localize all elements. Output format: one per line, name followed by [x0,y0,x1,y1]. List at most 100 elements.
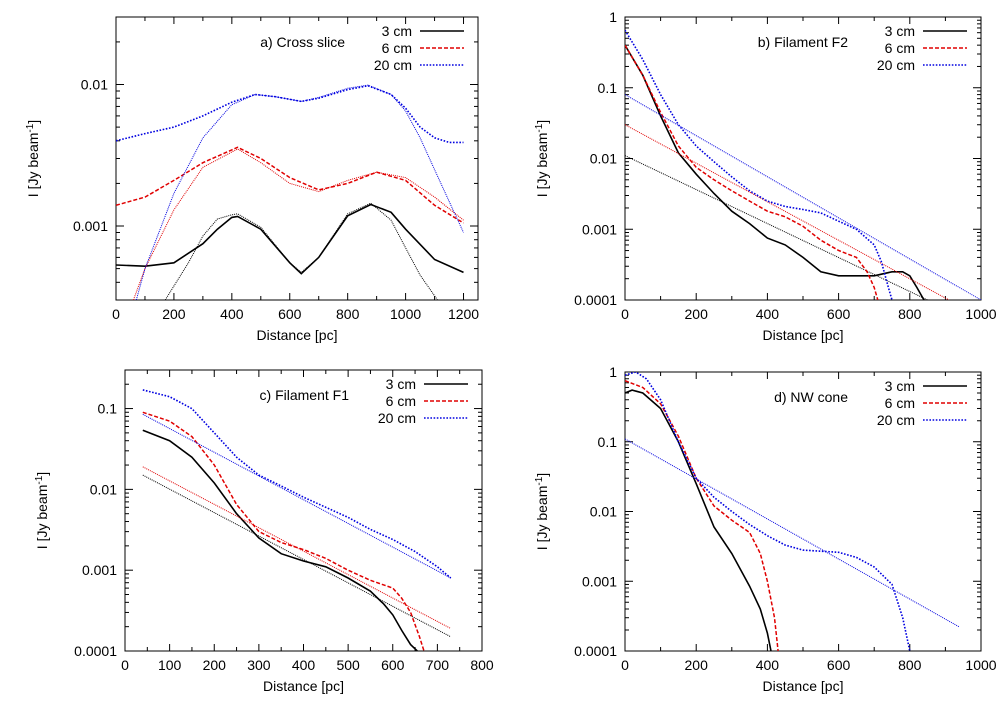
plot-frame [115,16,479,301]
x-tick-label: 0 [112,306,120,322]
y-tick-label: 0.1 [98,401,118,417]
x-tick-label: 800 [336,306,360,322]
fit-line-3cm [142,474,452,638]
x-tick-label: 400 [292,657,316,673]
panel-title: a) Cross slice [260,34,345,50]
panel-title: b) Filament F2 [758,34,848,50]
x-axis-label: Distance [pc] [763,678,844,694]
x-tick-label: 200 [203,657,227,673]
y-tick-label: 0.001 [73,218,108,234]
series-line-20cm [116,84,464,144]
x-tick-label: 1200 [448,306,479,322]
y-tick-label: 0.01 [90,481,117,497]
chart-panel-3: 0 100 200 300 400 500 600 700 800 0.0001 0.001 0.01… [34,369,494,694]
legend-label: 6 cm [885,40,915,56]
fit-line-20cm [142,413,452,579]
plot-frame [624,371,982,652]
x-tick-label: 400 [220,306,244,322]
y-tick-label: 0.001 [582,573,617,589]
series-line-20cm [625,29,893,300]
chart-panel-4: 0 200 400 600 800 1000 0.0001 0.001 0.01 0.1 1 Dist… [534,364,997,694]
series-line-6cm [625,379,779,651]
x-tick-label: 200 [685,657,709,673]
y-tick-label: 0.01 [590,504,617,520]
legend-label: 20 cm [877,412,915,428]
legend-label: 20 cm [374,57,412,73]
x-tick-label: 600 [827,657,851,673]
y-tick-label: 0.01 [590,151,617,167]
y-tick-label: 1 [609,9,617,25]
x-tick-label: 400 [756,306,780,322]
legend-label: 6 cm [382,40,412,56]
panel-title: c) Filament F1 [260,387,350,403]
y-tick-label: 0.001 [82,562,117,578]
legend-label: 20 cm [877,57,915,73]
fit-line-3cm [625,155,928,300]
fit-line-20cm [135,84,464,300]
x-tick-label: 1000 [965,306,996,322]
series-group [116,84,464,300]
legend-label: 3 cm [885,23,915,39]
x-tick-label: 0 [121,657,129,673]
legend-label: 3 cm [382,23,412,39]
x-tick-label: 1000 [390,306,421,322]
y-tick-label: 0.0001 [74,643,117,659]
x-axis-label: Distance [pc] [263,678,344,694]
y-axis-label: I [Jy beam-1] [25,120,41,197]
y-axis-label: I [Jy beam-1] [34,472,50,549]
series-group [142,389,452,651]
x-tick-label: 0 [621,306,629,322]
x-tick-label: 0 [621,657,629,673]
y-axis-label: I [Jy beam-1] [534,120,550,197]
x-tick-label: 600 [827,306,851,322]
y-tick-label: 0.01 [81,77,108,93]
x-tick-label: 300 [247,657,271,673]
series-line-3cm [625,44,925,300]
x-axis-label: Distance [pc] [257,327,338,343]
x-tick-label: 100 [158,657,182,673]
x-tick-label: 600 [278,306,302,322]
series-group [625,372,960,651]
y-tick-label: 0.001 [582,221,617,237]
y-axis-label: I [Jy beam-1] [534,473,550,550]
y-tick-label: 0.0001 [574,643,617,659]
fit-line-3cm [164,202,438,300]
fit-line-20cm [625,94,981,300]
legend-label: 6 cm [386,393,416,409]
panel-title: d) NW cone [774,389,848,405]
plot-frame [124,369,483,652]
x-tick-label: 800 [470,657,494,673]
series-group [625,29,981,300]
x-tick-label: 500 [336,657,360,673]
legend-label: 3 cm [885,378,915,394]
series-line-6cm [625,44,879,300]
series-line-20cm [625,372,911,651]
chart-panel-1: 0 200 400 600 800 1000 1200 0.001 0.01 Distance [… [25,16,479,343]
series-line-3cm [142,429,418,651]
x-tick-label: 200 [685,306,709,322]
y-tick-label: 0.1 [598,434,618,450]
x-tick-label: 700 [426,657,450,673]
x-tick-label: 800 [898,657,922,673]
series-line-3cm [625,389,772,651]
fit-line-20cm [625,438,960,628]
series-line-6cm [116,146,464,224]
legend-label: 3 cm [386,376,416,392]
legend-label: 20 cm [378,410,416,426]
x-tick-label: 400 [756,657,780,673]
x-tick-label: 200 [162,306,186,322]
y-tick-label: 1 [609,364,617,380]
y-tick-label: 0.1 [598,80,618,96]
y-tick-label: 0.0001 [574,292,617,308]
fit-line-6cm [625,124,950,300]
x-tick-label: 600 [381,657,405,673]
x-axis-label: Distance [pc] [763,327,844,343]
fit-line-6cm [132,148,464,300]
x-tick-label: 800 [898,306,922,322]
x-tick-label: 1000 [965,657,996,673]
chart-panel-2: 0 200 400 600 800 1000 0.0001 0.001 0.01 0.1 1 Dist… [534,9,997,343]
legend-label: 6 cm [885,395,915,411]
series-line-6cm [142,411,425,651]
